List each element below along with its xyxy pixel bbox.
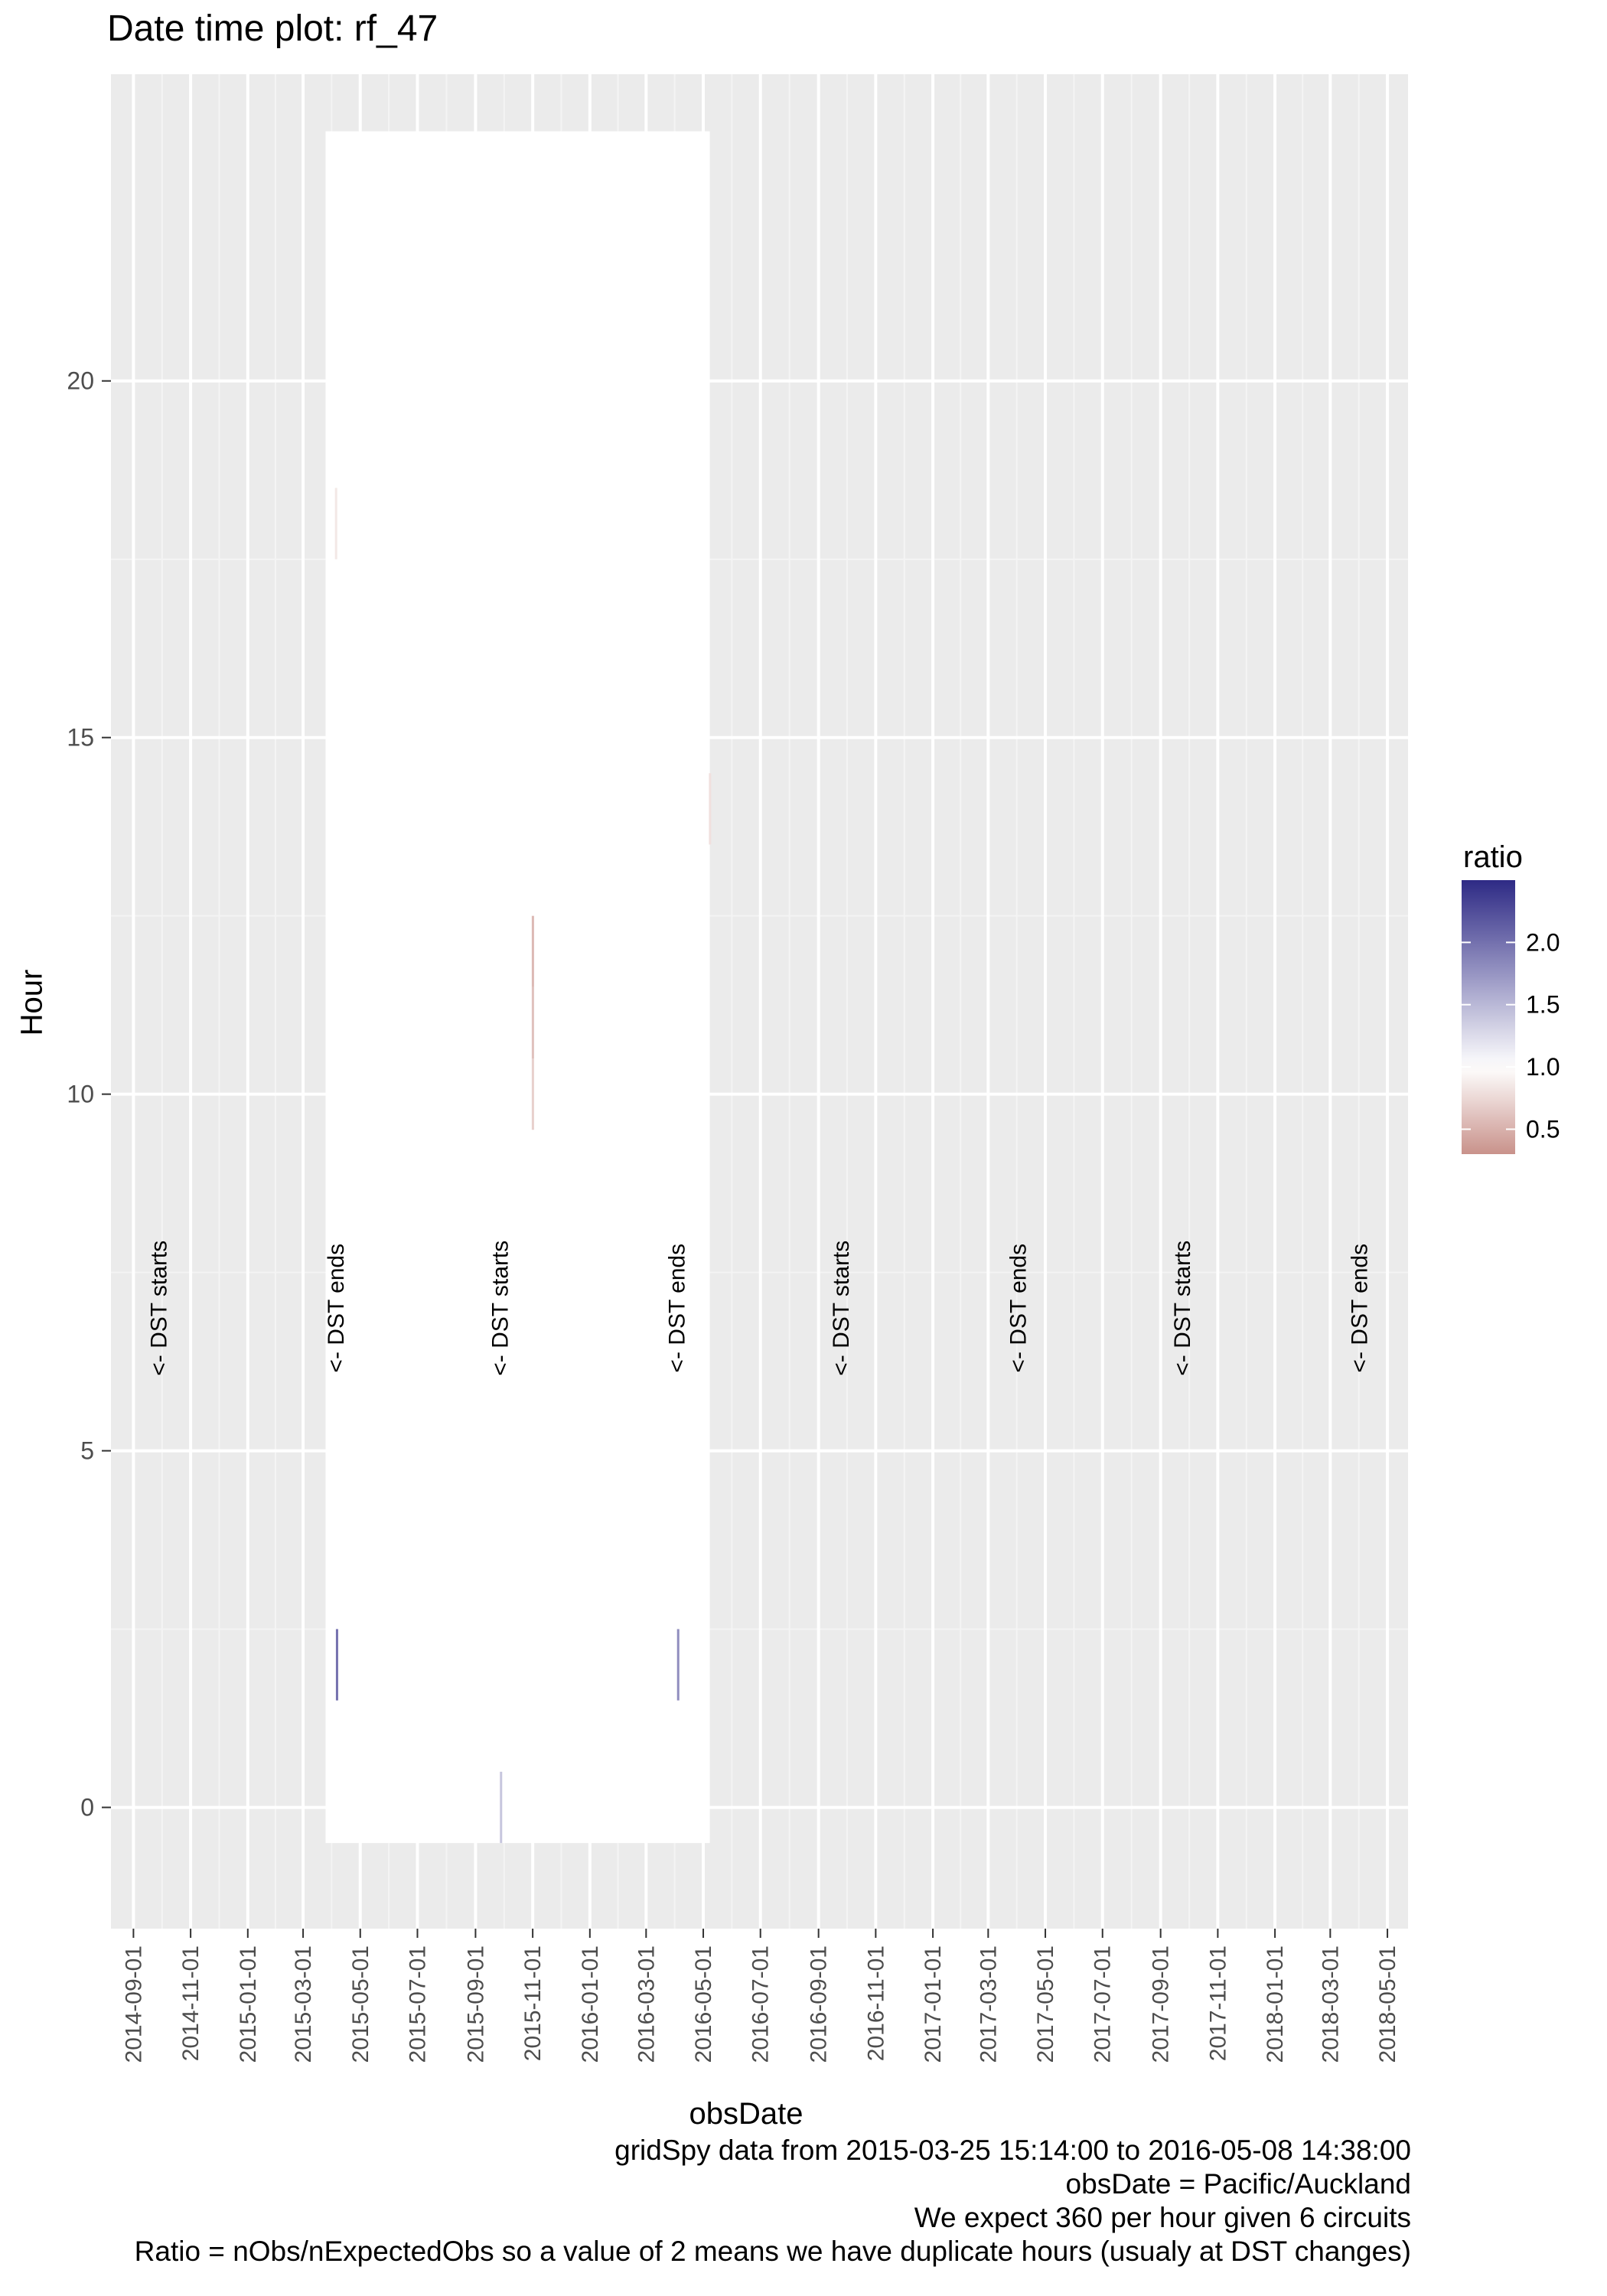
caption-line-3: We expect 360 per hour given 6 circuits [914, 2202, 1411, 2233]
x-tick-label: 2014-09-01 [121, 1945, 146, 2063]
legend-colorbar [1462, 880, 1515, 1154]
caption-line-4: Ratio = nObs/nExpectedObs so a value of … [134, 2236, 1411, 2267]
x-tick-label: 2017-03-01 [976, 1945, 1001, 2063]
dst-annotation: <- DST starts [1170, 1241, 1195, 1376]
dst-annotation: <- DST starts [487, 1241, 513, 1376]
x-tick-label: 2015-05-01 [348, 1945, 373, 2063]
x-tick-label: 2018-05-01 [1375, 1945, 1400, 2063]
legend-tick-label: 1.0 [1526, 1053, 1560, 1081]
heatmap-tile [500, 1771, 503, 1844]
x-tick-label: 2017-01-01 [921, 1945, 946, 2063]
heatmap-tile [531, 915, 534, 987]
y-tick-label: 15 [67, 724, 94, 752]
heatmap-tile [676, 1629, 680, 1701]
legend-tick-label: 1.5 [1526, 991, 1560, 1019]
x-tick-label: 2015-11-01 [520, 1945, 546, 2061]
x-tick-label: 2017-11-01 [1205, 1945, 1231, 2061]
heatmap-tile [335, 1629, 338, 1701]
dst-annotation: <- DST starts [146, 1241, 171, 1376]
y-axis-label: Hour [15, 969, 49, 1036]
heatmap-tile [709, 773, 712, 845]
chart-title: Date time plot: rf_47 [107, 8, 438, 49]
x-tick-label: 2015-01-01 [236, 1945, 261, 2063]
x-tick-label: 2018-01-01 [1263, 1945, 1288, 2063]
x-tick-label: 2016-07-01 [748, 1945, 774, 2063]
x-tick-label: 2016-09-01 [807, 1945, 832, 2063]
dst-annotation: <- DST ends [1006, 1244, 1032, 1373]
x-tick-label: 2017-09-01 [1149, 1945, 1174, 2063]
y-tick-label: 5 [80, 1437, 94, 1465]
x-tick-label: 2015-03-01 [291, 1945, 316, 2063]
x-tick-label: 2016-11-01 [863, 1945, 888, 2061]
y-tick-label: 20 [67, 367, 94, 395]
x-tick-label: 2016-05-01 [691, 1945, 716, 2063]
heatmap-data-block [325, 131, 710, 1844]
dst-annotation: <- DST ends [665, 1244, 690, 1373]
x-tick-label: 2014-11-01 [178, 1945, 204, 2061]
x-tick-label: 2018-03-01 [1318, 1945, 1343, 2063]
caption-line-1: gridSpy data from 2015-03-25 15:14:00 to… [614, 2135, 1411, 2166]
dst-annotation: <- DST starts [829, 1241, 854, 1376]
x-tick-label: 2015-07-01 [405, 1945, 430, 2063]
legend-tick-label: 0.5 [1526, 1115, 1560, 1143]
x-tick-label: 2015-09-01 [463, 1945, 488, 2063]
y-tick-label: 10 [67, 1081, 94, 1108]
heatmap-tile [531, 1058, 534, 1130]
x-tick-label: 2016-03-01 [634, 1945, 659, 2063]
x-tick-label: 2017-05-01 [1033, 1945, 1058, 2063]
heatmap-tile [531, 987, 534, 1059]
legend-tick-label: 2.0 [1526, 928, 1560, 956]
dst-annotation: <- DST ends [324, 1244, 349, 1373]
y-tick-label: 0 [80, 1794, 94, 1821]
caption-line-2: obsDate = Pacific/Auckland [1065, 2168, 1411, 2200]
x-tick-label: 2017-07-01 [1090, 1945, 1116, 2063]
dst-annotation: <- DST ends [1347, 1244, 1372, 1373]
heatmap-tile [334, 488, 337, 559]
legend-title: ratio [1463, 840, 1523, 874]
x-tick-label: 2016-01-01 [578, 1945, 603, 2063]
x-axis-label: obsDate [689, 2097, 804, 2131]
